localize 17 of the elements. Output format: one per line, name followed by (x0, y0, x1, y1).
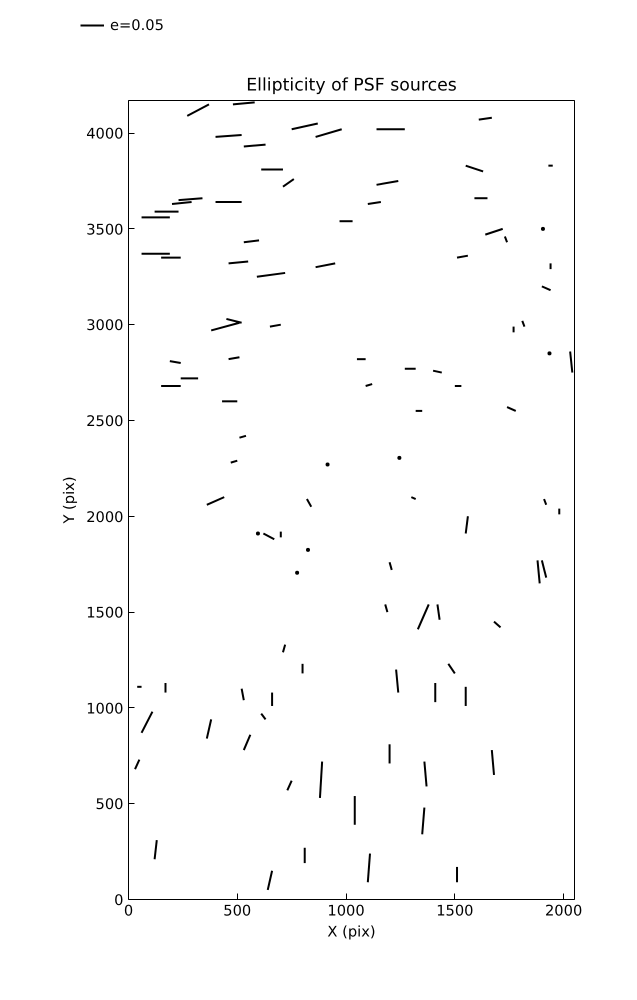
chart-title: Ellipticity of PSF sources (246, 76, 457, 96)
y-axis-title: Y (pix) (61, 476, 78, 525)
x-tick-label: 1500 (436, 902, 474, 920)
x-tick-label: 500 (223, 902, 252, 920)
y-tick-label: 0 (114, 892, 124, 909)
text: e=0.05 (110, 16, 164, 34)
y-tick-label: 2000 (86, 508, 124, 526)
x-tick-label: 2000 (544, 902, 582, 920)
x-tick-label: 1000 (327, 902, 365, 920)
x-axis-title: X (pix) (327, 924, 376, 940)
y-tick-label: 1000 (86, 700, 124, 718)
y-tick-label: 500 (96, 796, 124, 814)
y-tick-label: 3000 (86, 317, 124, 334)
y-tick-label: 2500 (86, 412, 124, 430)
y-tick-label: 3500 (86, 221, 124, 238)
y-tick-label: 1500 (86, 604, 124, 622)
y-tick-label: 4000 (86, 126, 124, 143)
